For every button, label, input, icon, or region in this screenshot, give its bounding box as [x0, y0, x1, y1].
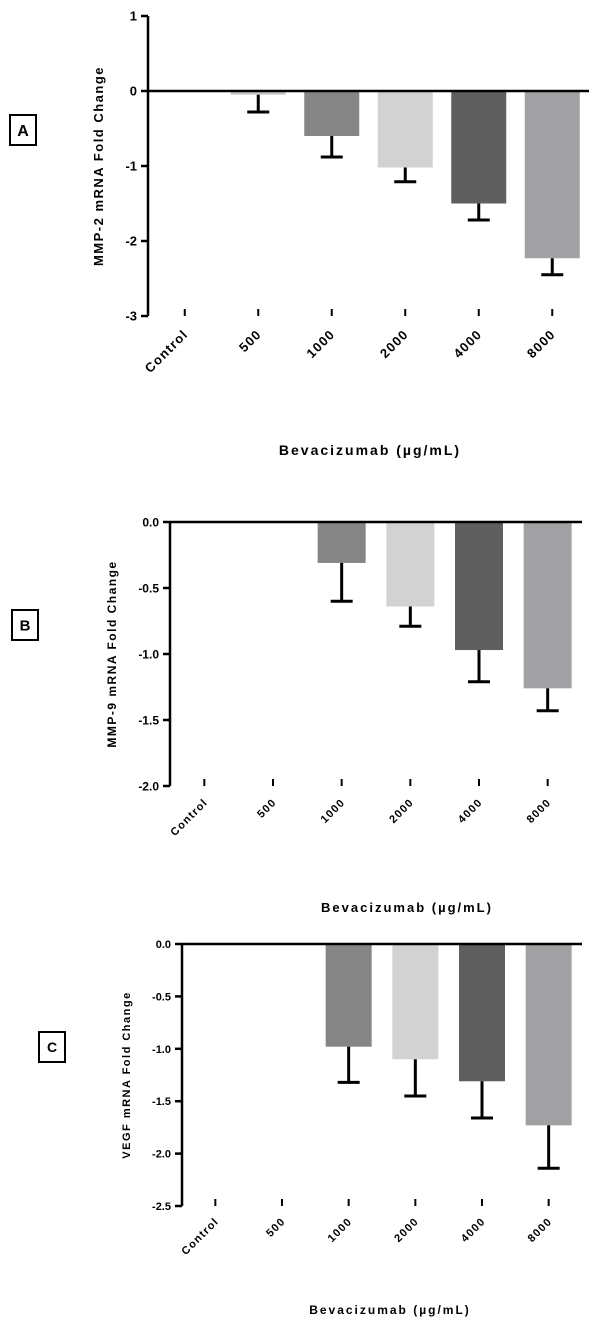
y-tick-label: -0.5: [152, 991, 171, 1003]
bar-2000: [386, 522, 435, 607]
y-tick-label: 1: [130, 9, 137, 24]
bar-4000: [451, 91, 507, 204]
bar-1000: [317, 522, 366, 563]
x-axis-title: Bevacizumab (µg/mL): [309, 1303, 471, 1317]
x-tick-label-1000: 1000: [326, 1216, 355, 1245]
y-tick-label: -2.5: [152, 1201, 171, 1213]
x-tick-label-4000: 4000: [459, 1216, 488, 1245]
y-tick-label: 0.0: [142, 515, 159, 529]
panel-label-box: [9, 114, 37, 146]
bar-8000: [525, 944, 572, 1126]
bar-8000: [524, 91, 580, 259]
y-tick-label: -2.0: [152, 1149, 171, 1161]
x-tick-label-4000: 4000: [456, 797, 485, 826]
x-tick-label-8000: 8000: [525, 797, 554, 826]
bar-1000: [325, 944, 372, 1047]
x-tick-label-500: 500: [255, 797, 279, 821]
y-tick-label: -1.0: [152, 1044, 171, 1056]
y-tick-label: -1.5: [138, 713, 159, 727]
panel-label: A: [17, 123, 29, 140]
y-tick-label: -1.0: [138, 647, 159, 661]
bar-8000: [523, 522, 572, 689]
chart-panel-c: C 0.0 -0.5 -1.0 -1.5 -2.0 -2.5 Control 500 1000 20…: [38, 939, 582, 1317]
y-axis-title: MMP-9 mRNA Fold Change: [105, 560, 119, 747]
x-tick-label-2000: 2000: [377, 327, 411, 361]
y-tick-label: 0.0: [156, 939, 171, 951]
y-axis-title: MMP-2 mRNA Fold Change: [91, 66, 106, 266]
bar-4000: [459, 944, 505, 1082]
bar-2000: [377, 91, 433, 168]
x-tick-label-8000: 8000: [524, 327, 558, 361]
x-tick-label-1000: 1000: [319, 797, 348, 826]
y-tick-label: -1: [125, 159, 137, 174]
y-tick-label: -0.5: [138, 581, 159, 595]
x-tick-label-500: 500: [264, 1216, 288, 1240]
y-tick-label: -2.0: [138, 779, 159, 793]
bar-500: [230, 91, 286, 95]
x-tick-label-8000: 8000: [526, 1216, 555, 1245]
y-tick-label: 0: [130, 84, 137, 99]
x-axis-title: Bevacizumab (µg/mL): [321, 900, 493, 915]
y-axis-title: VEGF mRNA Fold Change: [121, 991, 133, 1158]
chart-panel-a: A 1 0 -1 -2 -3 Control 500 1000 2000 4000 8000 MMP-2…: [9, 9, 589, 458]
x-tick-label-1000: 1000: [303, 327, 337, 361]
x-tick-label-2000: 2000: [387, 797, 416, 826]
x-tick-label-2000: 2000: [392, 1216, 421, 1245]
panel-label: B: [20, 617, 31, 634]
x-tick-label-Control: Control: [168, 797, 210, 839]
y-tick-label: -2: [125, 234, 137, 249]
bar-2000: [392, 944, 439, 1060]
x-tick-label-4000: 4000: [450, 327, 484, 361]
bar-4000: [455, 522, 503, 651]
panel-label-box: [11, 609, 39, 641]
x-tick-label-500: 500: [236, 327, 264, 355]
panel-label: C: [47, 1039, 57, 1055]
x-tick-label-Control: Control: [142, 327, 191, 376]
x-axis-title: Bevacizumab (µg/mL): [279, 442, 461, 458]
panel-label-box: [38, 1031, 66, 1063]
y-tick-label: -3: [125, 309, 137, 324]
x-tick-label-Control: Control: [179, 1216, 221, 1258]
y-tick-label: -1.5: [152, 1096, 171, 1108]
chart-panel-b: B 0.0 -0.5 -1.0 -1.5 -2.0 Control 500 1000 2000 40…: [11, 515, 582, 915]
bar-1000: [304, 91, 360, 136]
